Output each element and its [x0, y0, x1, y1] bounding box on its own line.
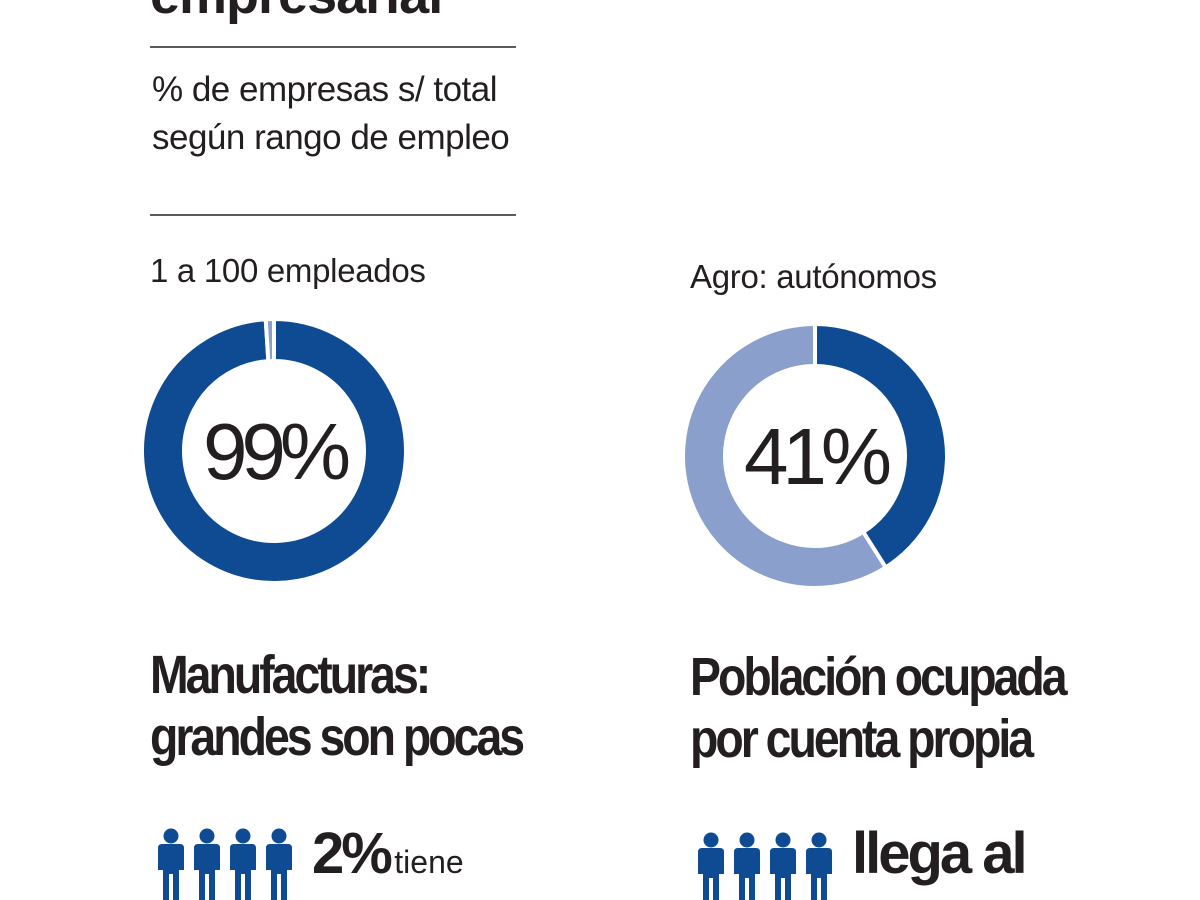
donut-label-left: 1 a 100 empleados — [150, 252, 426, 289]
chart-subtitle: % de empresas s/ total según rango de em… — [152, 70, 510, 157]
stat-left-value: 2% — [312, 821, 393, 886]
donut-chart-right: 41% — [681, 321, 949, 590]
people-icons-left — [156, 828, 294, 900]
person-icon — [194, 828, 220, 900]
stat-right-text: llega al — [852, 821, 1028, 886]
donut-slice-0-1 — [263, 316, 276, 364]
headline-right: Población ocupada por cuenta propia — [690, 646, 1068, 770]
donut-center-value-0: 99% — [203, 407, 349, 496]
top-divider — [150, 46, 516, 48]
person-icon — [158, 828, 184, 900]
person-icon — [806, 832, 832, 900]
donut-label-right: Agro: autónomos — [690, 258, 937, 295]
person-icon — [698, 832, 724, 900]
donut-slice-1-1 — [681, 321, 889, 590]
headline-left: Manufacturas: grandes son pocas — [150, 644, 525, 768]
person-icon — [230, 828, 256, 900]
donut-slice-1-0 — [813, 321, 949, 571]
donut-slice-0-0 — [140, 316, 408, 585]
headline-right-line1: Población ocupada — [690, 647, 1068, 707]
person-icon — [734, 832, 760, 900]
headline-left-line1: Manufacturas: — [150, 645, 431, 705]
person-icon — [266, 828, 292, 900]
person-icon — [770, 832, 796, 900]
donut-center-value-1: 41% — [744, 412, 890, 501]
stat-left: 2% tiene — [312, 820, 464, 887]
donut-chart-left: 99% — [140, 316, 408, 585]
bottom-divider — [150, 214, 516, 216]
stat-left-text: tiene — [394, 844, 464, 880]
headline-left-line2: grandes son pocas — [150, 707, 525, 767]
headline-right-line2: por cuenta propia — [690, 709, 1034, 769]
section-title: empresarial — [150, 0, 443, 26]
people-icons-right — [696, 832, 834, 900]
